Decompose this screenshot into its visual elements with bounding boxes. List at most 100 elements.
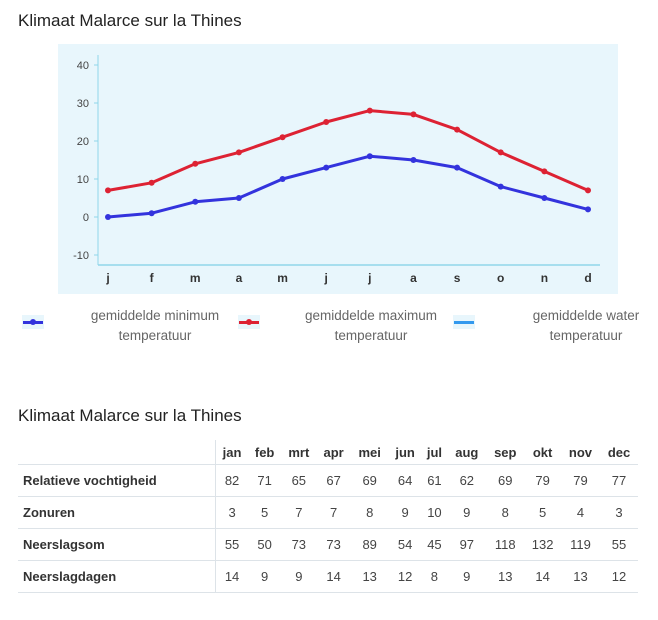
- x-tick-label: a: [236, 271, 243, 285]
- min-temp-line: [107, 154, 589, 219]
- table-cell: 82: [215, 464, 249, 497]
- table-row: Neerslagsom 55 50 73 73 89 54 45 97 118 132 119 55: [18, 528, 638, 561]
- table-cell: 14: [316, 560, 351, 593]
- legend-item-water-temp[interactable]: gemiddelde water temperatuur: [453, 306, 658, 346]
- table-cell: 3: [600, 496, 638, 529]
- month-header: feb: [254, 444, 275, 460]
- table-cell: 14: [524, 560, 561, 593]
- table-cell: 8: [486, 496, 525, 529]
- max-temp-point: [410, 111, 417, 118]
- month-header: jan: [222, 444, 242, 460]
- max-temp-point: [497, 149, 504, 156]
- table-cell: 55: [600, 528, 638, 561]
- table-cell: 54: [388, 528, 422, 561]
- legend-label-line2: temperatuur: [549, 328, 623, 343]
- table-cell: 7: [316, 496, 351, 529]
- table-cell: 3: [215, 496, 249, 529]
- legend-label: gemiddelde minimum temperatuur: [70, 306, 240, 346]
- min-temp-point: [497, 183, 504, 190]
- max-temp-point: [366, 107, 373, 114]
- row-label: Neerslagdagen: [18, 560, 216, 593]
- max-temp-point: [105, 187, 111, 194]
- table-cell: 8: [421, 560, 448, 593]
- table-cell: 4: [560, 496, 601, 529]
- table-cell: 89: [350, 528, 389, 561]
- table-cell: 67: [316, 464, 351, 497]
- table-title: Klimaat Malarce sur la Thines: [18, 406, 242, 425]
- max-temp-point: [454, 126, 461, 133]
- row-label: Relatieve vochtigheid: [18, 464, 216, 497]
- table-cell: 73: [316, 528, 351, 561]
- min-temp-point: [366, 153, 373, 160]
- x-tick-label: d: [584, 271, 591, 285]
- table-cell: 62: [447, 464, 487, 497]
- legend-swatch: [453, 315, 475, 329]
- legend-swatch: [22, 315, 44, 329]
- table-row: Relatieve vochtigheid 82 71 65 67 69 64 61 62 69 7…: [18, 464, 638, 497]
- x-tick-label: j: [105, 271, 109, 285]
- table-cell: 12: [388, 560, 422, 593]
- x-tick-label: a: [410, 271, 417, 285]
- max-temp-point: [279, 134, 286, 141]
- table-cell: 9: [447, 496, 487, 529]
- row-label: Zonuren: [18, 496, 216, 529]
- climate-table: jan feb mrt apr mei jun jul aug sep okt nov dec Rel…: [18, 440, 638, 593]
- legend-swatch: [238, 315, 260, 329]
- table-cell: 8: [350, 496, 389, 529]
- month-header: okt: [532, 444, 553, 460]
- max-temp-point: [585, 187, 591, 194]
- max-temp-point: [148, 179, 155, 186]
- temperature-line-chart: 40 30 20 10 0 -10 j f m a m j j a s o n d: [58, 44, 618, 294]
- month-header: dec: [607, 444, 631, 460]
- x-tick-label: o: [497, 271, 504, 285]
- x-tick-label: j: [324, 271, 328, 285]
- x-tick-label: n: [541, 271, 548, 285]
- legend-label-line1: gemiddelde water: [532, 308, 640, 323]
- table-cell: 7: [281, 496, 317, 529]
- legend-label-line1: gemiddelde maximum: [304, 308, 438, 323]
- table-cell: 61: [421, 464, 448, 497]
- table-cell: 13: [486, 560, 525, 593]
- y-tick-label: 10: [77, 174, 89, 186]
- month-header: apr: [323, 444, 344, 460]
- table-cell: 77: [600, 464, 638, 497]
- table-header-row: jan feb mrt apr mei jun jul aug sep okt nov dec: [18, 440, 638, 465]
- table-cell: 9: [388, 496, 422, 529]
- table-cell: 55: [215, 528, 249, 561]
- table-cell: 79: [524, 464, 561, 497]
- table-cell: 50: [248, 528, 282, 561]
- legend-label: gemiddelde maximum temperatuur: [286, 306, 456, 346]
- min-temp-point: [279, 176, 286, 182]
- table-cell: 79: [560, 464, 601, 497]
- table-cell: 10: [421, 496, 448, 529]
- x-tick-label: f: [150, 271, 155, 285]
- legend-label-line2: temperatuur: [118, 328, 192, 343]
- table-row: Zonuren 3 5 7 7 8 9 10 9 8 5 4 3: [18, 496, 638, 529]
- table-corner-cell: [18, 440, 216, 465]
- table-cell: 5: [524, 496, 561, 529]
- plot-background: [58, 44, 618, 294]
- table-cell: 9: [281, 560, 317, 593]
- y-tick-label: -10: [73, 250, 89, 262]
- legend-item-min-temp[interactable]: gemiddelde minimum temperatuur: [22, 306, 240, 346]
- table-cell: 97: [447, 528, 487, 561]
- legend-label: gemiddelde water temperatuur: [501, 306, 658, 346]
- month-header: jun: [395, 444, 415, 460]
- table-cell: 13: [560, 560, 601, 593]
- x-tick-label: s: [454, 271, 461, 285]
- table-cell: 14: [215, 560, 249, 593]
- table-cell: 65: [281, 464, 317, 497]
- table-cell: 71: [248, 464, 282, 497]
- month-header: mei: [358, 444, 381, 460]
- x-tick-label: m: [190, 271, 201, 285]
- table-cell: 69: [350, 464, 389, 497]
- min-temp-point: [148, 210, 155, 217]
- legend-label-line2: temperatuur: [334, 328, 408, 343]
- max-temp-point: [235, 149, 242, 156]
- min-temp-point: [105, 214, 111, 220]
- legend-item-max-temp[interactable]: gemiddelde maximum temperatuur: [238, 306, 456, 346]
- min-temp-point: [235, 195, 242, 201]
- y-tick-label: 30: [77, 98, 89, 110]
- table-cell: 119: [560, 528, 601, 561]
- table-cell: 73: [281, 528, 317, 561]
